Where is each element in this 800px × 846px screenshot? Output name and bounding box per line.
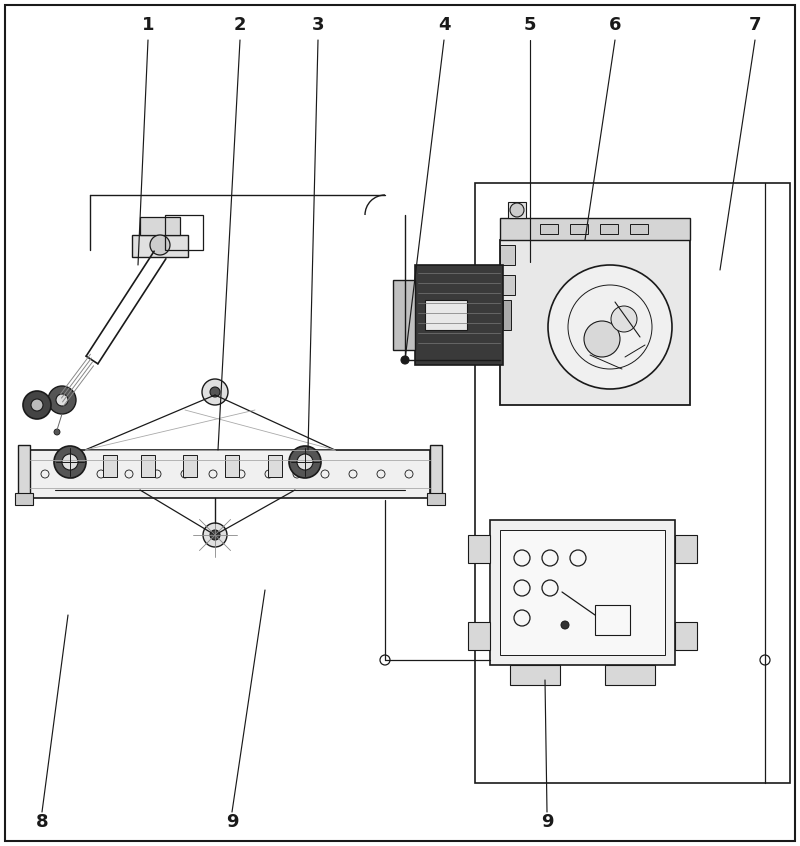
- Text: 8: 8: [36, 813, 48, 831]
- Bar: [508, 202, 526, 218]
- Bar: [183, 455, 197, 477]
- Bar: [475, 183, 790, 783]
- Bar: [500, 218, 690, 240]
- Bar: [30, 450, 430, 498]
- Circle shape: [54, 446, 86, 478]
- Circle shape: [62, 454, 78, 470]
- Circle shape: [561, 621, 569, 629]
- Bar: [430, 445, 442, 503]
- Bar: [600, 224, 618, 234]
- Circle shape: [210, 530, 220, 540]
- Circle shape: [289, 446, 321, 478]
- Bar: [468, 622, 490, 650]
- Text: 2: 2: [234, 16, 246, 34]
- Circle shape: [203, 523, 227, 547]
- Bar: [225, 455, 239, 477]
- Bar: [103, 455, 117, 477]
- Circle shape: [401, 356, 409, 364]
- Circle shape: [23, 391, 51, 419]
- Bar: [415, 265, 503, 365]
- Bar: [427, 493, 445, 505]
- Bar: [630, 224, 648, 234]
- Text: 3: 3: [312, 16, 324, 34]
- Bar: [490, 520, 675, 665]
- Bar: [510, 665, 560, 685]
- Circle shape: [56, 394, 68, 406]
- Circle shape: [510, 203, 524, 217]
- Bar: [595, 605, 630, 635]
- Bar: [503, 300, 511, 330]
- Text: 4: 4: [438, 16, 450, 34]
- Text: 5: 5: [524, 16, 536, 34]
- Circle shape: [48, 386, 76, 414]
- Circle shape: [548, 265, 672, 389]
- Text: 9: 9: [226, 813, 238, 831]
- Text: 9: 9: [541, 813, 554, 831]
- Bar: [468, 535, 490, 563]
- Circle shape: [210, 387, 220, 397]
- Bar: [570, 224, 588, 234]
- Bar: [500, 530, 665, 655]
- Bar: [425, 300, 467, 330]
- Bar: [540, 224, 558, 234]
- Circle shape: [150, 235, 170, 255]
- Bar: [500, 245, 515, 265]
- Text: 6: 6: [609, 16, 622, 34]
- Circle shape: [297, 454, 313, 470]
- Bar: [500, 275, 515, 295]
- Bar: [500, 240, 690, 405]
- Bar: [165, 215, 203, 250]
- Bar: [268, 455, 282, 477]
- Bar: [675, 622, 697, 650]
- Bar: [140, 217, 180, 235]
- Text: 7: 7: [749, 16, 762, 34]
- Bar: [18, 445, 30, 503]
- Text: 1: 1: [142, 16, 154, 34]
- Circle shape: [31, 399, 43, 411]
- Circle shape: [54, 429, 60, 435]
- Bar: [15, 493, 33, 505]
- Bar: [675, 535, 697, 563]
- Circle shape: [611, 306, 637, 332]
- Bar: [605, 665, 655, 685]
- Circle shape: [584, 321, 620, 357]
- Circle shape: [202, 379, 228, 405]
- Bar: [393, 280, 415, 350]
- Bar: [132, 235, 188, 257]
- Bar: [141, 455, 155, 477]
